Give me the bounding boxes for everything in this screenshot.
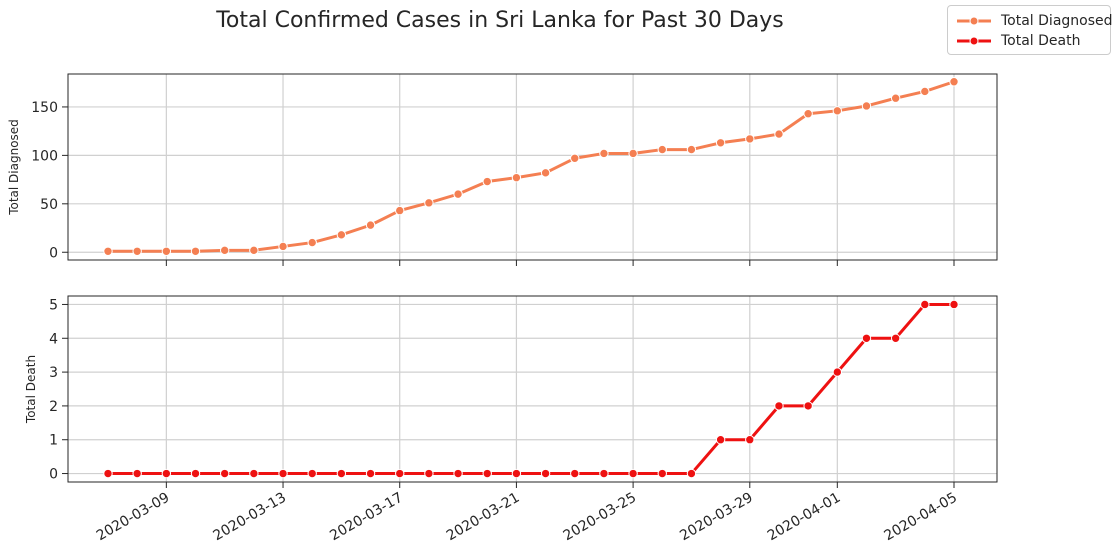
legend-label-total-death: Total Death	[1001, 33, 1081, 49]
data-point	[715, 138, 726, 148]
data-point	[715, 435, 726, 445]
legend-label-total-diagnosed: Total Diagnosed	[1001, 13, 1113, 29]
data-point	[832, 106, 843, 116]
data-point	[219, 245, 230, 256]
series-line	[106, 80, 956, 253]
data-point	[161, 246, 172, 256]
data-point	[628, 468, 638, 479]
data-point	[774, 401, 784, 411]
legend-item-total-diagnosed: Total Diagnosed	[956, 12, 1113, 30]
data-point	[453, 468, 463, 479]
legend: Total Diagnosed Total Death	[947, 5, 1113, 55]
x-tick-label: 2020-04-01	[765, 490, 843, 545]
data-point	[249, 245, 259, 256]
data-point	[920, 299, 930, 310]
data-point	[920, 86, 930, 97]
data-point	[599, 468, 609, 479]
legend-line-marker-diagnosed	[957, 16, 991, 26]
data-point	[745, 435, 755, 445]
data-point	[395, 468, 405, 479]
y-tick-label: 150	[31, 100, 58, 116]
data-point	[482, 176, 492, 187]
data-point	[540, 168, 551, 178]
data-point	[365, 468, 376, 479]
data-point	[395, 205, 405, 216]
x-tick-label: 2020-04-05	[882, 490, 960, 545]
data-point	[803, 109, 813, 119]
data-point	[686, 468, 697, 479]
data-point	[949, 77, 959, 87]
data-point	[249, 468, 259, 479]
data-point	[307, 237, 317, 248]
y-tick-label: 5	[49, 297, 58, 313]
series-line	[106, 302, 956, 476]
data-point	[278, 241, 288, 252]
data-point	[861, 333, 872, 343]
data-point	[336, 468, 347, 479]
data-point	[686, 144, 697, 155]
data-point	[453, 189, 463, 199]
data-point	[774, 129, 784, 139]
x-tick-label: 2020-03-09	[94, 490, 172, 545]
y-tick-label: 0	[49, 245, 58, 261]
data-point	[219, 468, 230, 479]
data-point	[511, 172, 522, 183]
data-point	[132, 246, 142, 256]
data-point	[599, 148, 609, 159]
data-point	[278, 468, 288, 479]
data-point	[628, 148, 638, 159]
data-point	[570, 153, 580, 163]
data-point	[424, 198, 434, 208]
data-point	[103, 246, 113, 256]
y-tick-label: 2	[49, 399, 58, 415]
data-point	[949, 299, 959, 310]
data-point	[511, 468, 522, 479]
y-tick-label: 0	[49, 467, 58, 483]
data-point	[570, 468, 580, 479]
data-point	[657, 468, 667, 479]
chart-title: Total Confirmed Cases in Sri Lanka for P…	[216, 8, 784, 33]
data-point	[482, 468, 492, 479]
y-tick-label: 100	[31, 148, 58, 164]
data-point	[424, 468, 434, 479]
data-point	[161, 468, 172, 479]
data-point	[540, 468, 551, 479]
x-tick-label: 2020-03-17	[327, 490, 405, 545]
y-tick-label: 50	[40, 197, 58, 213]
data-point	[190, 246, 201, 256]
plot-frame	[67, 73, 998, 261]
y-axis-label: Total Diagnosed	[7, 119, 21, 216]
data-point	[657, 144, 667, 155]
x-tick-label: 2020-03-25	[561, 490, 639, 545]
legend-item-total-death: Total Death	[956, 32, 1080, 50]
data-point	[861, 101, 872, 111]
data-point	[103, 468, 113, 479]
x-tick-label: 2020-03-13	[211, 490, 289, 545]
data-point	[336, 230, 347, 240]
x-tick-label: 2020-03-29	[677, 490, 755, 545]
y-tick-label: 3	[49, 365, 58, 381]
y-tick-label: 1	[49, 433, 58, 449]
data-point	[832, 367, 843, 377]
plot-frame	[67, 295, 998, 483]
y-tick-label: 4	[49, 331, 58, 347]
y-axis-label: Total Death	[24, 355, 38, 424]
data-point	[365, 220, 376, 230]
data-point	[307, 468, 317, 479]
data-point	[132, 468, 142, 479]
data-point	[190, 468, 201, 479]
data-point	[745, 134, 755, 144]
data-point	[890, 93, 901, 103]
legend-line-marker-death	[957, 36, 991, 46]
data-point	[890, 333, 901, 343]
data-point	[803, 401, 813, 411]
x-tick-label: 2020-03-21	[444, 490, 522, 545]
